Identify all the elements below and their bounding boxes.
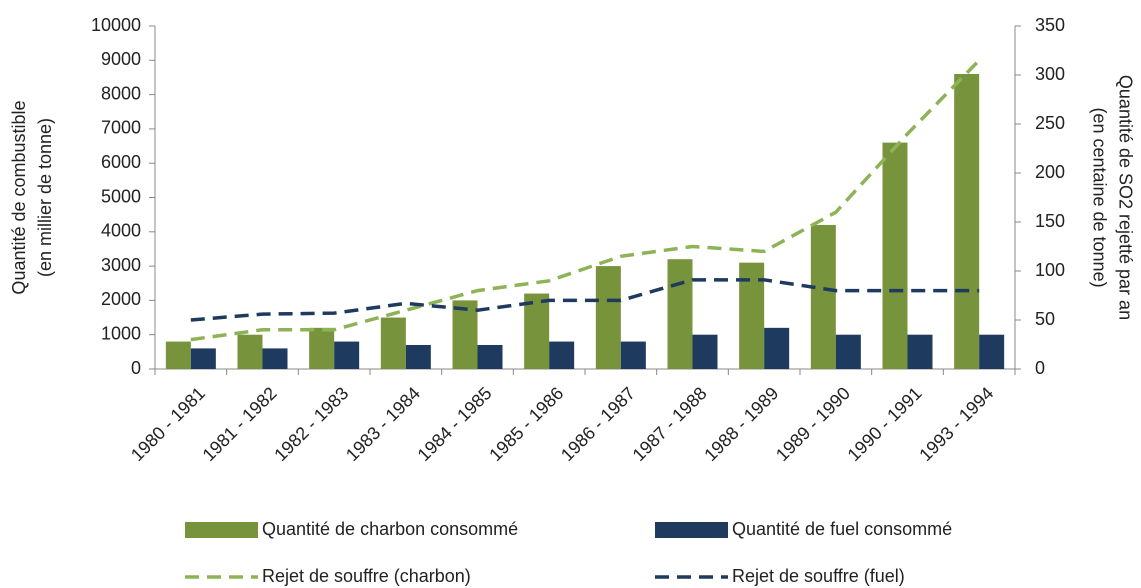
legend-label: Rejet de souffre (fuel) xyxy=(732,566,905,586)
y-tick-label: 7000 xyxy=(101,118,141,138)
y2-tick-label: 350 xyxy=(1035,15,1065,35)
bar xyxy=(380,317,406,369)
bar xyxy=(452,300,478,369)
bar xyxy=(334,341,360,369)
y-tick-label: 1000 xyxy=(101,323,141,343)
legend-swatch xyxy=(185,522,258,538)
bar xyxy=(907,334,933,369)
legend-label: Rejet de souffre (charbon) xyxy=(262,566,471,586)
x-tick-label: 1993 - 1994 xyxy=(915,383,997,465)
y2-tick-label: 100 xyxy=(1035,260,1065,280)
x-tick-label: 1984 - 1985 xyxy=(414,383,496,465)
y-axis-title: (en millier de tonne) xyxy=(35,118,55,277)
x-tick-label: 1989 - 1990 xyxy=(772,383,854,465)
bar xyxy=(405,344,431,369)
bar xyxy=(595,266,621,369)
bar xyxy=(237,334,263,369)
legend-label: Quantité de fuel consommé xyxy=(732,519,952,539)
bar xyxy=(262,348,288,369)
y2-axis-title: Quantité de SO2 rejetté par an xyxy=(1115,75,1135,320)
line xyxy=(190,59,981,342)
bar xyxy=(810,224,836,369)
y-tick-label: 10000 xyxy=(91,15,141,35)
y-tick-label: 6000 xyxy=(101,152,141,172)
legend-swatch xyxy=(655,522,728,538)
y-tick-label: 3000 xyxy=(101,255,141,275)
y2-axis-title: (en centaine de tonne) xyxy=(1089,107,1109,287)
y-tick-label: 0 xyxy=(131,358,141,378)
x-tick-label: 1980 - 1981 xyxy=(127,383,209,465)
x-tick-label: 1982 - 1983 xyxy=(270,383,352,465)
bar xyxy=(190,348,216,369)
bar xyxy=(524,293,550,369)
legend-label: Quantité de charbon consommé xyxy=(262,519,518,539)
y-axis-title: Quantité de combustible xyxy=(9,100,29,294)
y-tick-label: 2000 xyxy=(101,289,141,309)
bar xyxy=(882,142,908,369)
x-tick-label: 1981 - 1982 xyxy=(199,383,281,465)
line xyxy=(190,278,980,322)
y-tick-label: 8000 xyxy=(101,83,141,103)
x-tick-label: 1990 - 1991 xyxy=(844,383,926,465)
bar xyxy=(979,334,1005,369)
y-tick-label: 9000 xyxy=(101,49,141,69)
bar xyxy=(477,344,503,369)
y2-tick-label: 150 xyxy=(1035,211,1065,231)
bar xyxy=(549,341,575,369)
y-tick-label: 4000 xyxy=(101,221,141,241)
y2-tick-label: 0 xyxy=(1035,358,1045,378)
bar xyxy=(835,334,861,369)
bar xyxy=(954,74,980,370)
bar xyxy=(667,259,693,369)
x-tick-label: 1985 - 1986 xyxy=(485,383,567,465)
bar xyxy=(309,327,335,369)
bar xyxy=(764,327,790,369)
bar xyxy=(620,341,646,369)
x-tick-label: 1987 - 1988 xyxy=(629,383,711,465)
y2-tick-label: 250 xyxy=(1035,113,1065,133)
x-tick-label: 1983 - 1984 xyxy=(342,383,424,465)
y2-tick-label: 300 xyxy=(1035,64,1065,84)
bar xyxy=(692,334,718,369)
y2-tick-label: 200 xyxy=(1035,162,1065,182)
y2-tick-label: 50 xyxy=(1035,309,1055,329)
x-tick-label: 1988 - 1989 xyxy=(700,383,782,465)
y-tick-label: 5000 xyxy=(101,186,141,206)
x-tick-label: 1986 - 1987 xyxy=(557,383,639,465)
bar xyxy=(165,341,191,369)
